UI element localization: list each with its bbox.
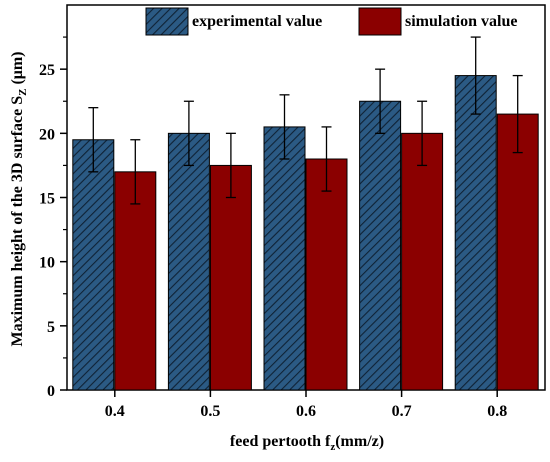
- bar-simulation-value-0.5: [209, 164, 252, 391]
- x-axis-title-prefix: feed pertooth f: [230, 433, 331, 450]
- bar-simulation-value-0.4: [114, 171, 157, 391]
- legend: experimental value simulation value: [145, 7, 517, 36]
- y-tick-label-15: 15: [39, 191, 55, 208]
- y-tick-label-20: 20: [39, 126, 55, 143]
- bar-experimental-value-0.6: [263, 126, 306, 391]
- legend-label-simulation-value: simulation value: [405, 13, 517, 30]
- x-axis-title-suffix: (mm/z): [335, 433, 384, 450]
- y-axis-title: Maximum height of the 3D surface SZ (μm): [9, 51, 29, 346]
- x-axis-title: feed pertooth fz(mm/z): [230, 433, 384, 453]
- y-axis-title-subscript: Z: [17, 89, 29, 96]
- plot-layer: 0 5 10 15 20 25 0.4 0.5 0.6 0.7 0.8: [39, 4, 546, 420]
- legend-label-experimental-value: experimental value: [192, 13, 322, 30]
- y-tick-label-0: 0: [47, 383, 55, 400]
- x-tick-label-0.6: 0.6: [296, 403, 316, 420]
- bar-experimental-value-0.7: [359, 100, 402, 391]
- bar-experimental-value-0.8: [454, 75, 497, 391]
- bar-simulation-value-0.8: [496, 113, 539, 391]
- bar-experimental-value-0.5: [167, 132, 210, 391]
- y-tick-label-10: 10: [39, 255, 55, 272]
- legend-swatch-experimental-value: [145, 7, 189, 36]
- y-tick-label-25: 25: [39, 62, 55, 79]
- x-tick-label-0.5: 0.5: [200, 403, 220, 420]
- bar-simulation-value-0.7: [401, 132, 444, 391]
- x-tick-label-0.8: 0.8: [487, 403, 507, 420]
- y-axis-title-prefix: Maximum height of the 3D surface S: [9, 96, 26, 347]
- x-axis-title-subscript: z: [330, 441, 335, 453]
- x-tick-label-0.4: 0.4: [105, 403, 125, 420]
- x-tick-label-0.7: 0.7: [392, 403, 412, 420]
- y-axis-title-suffix: (μm): [9, 51, 26, 88]
- bar-experimental-value-0.4: [72, 139, 115, 391]
- legend-swatch-simulation-value: [358, 7, 402, 36]
- y-tick-label-5: 5: [47, 319, 55, 336]
- bar-simulation-value-0.6: [305, 158, 348, 391]
